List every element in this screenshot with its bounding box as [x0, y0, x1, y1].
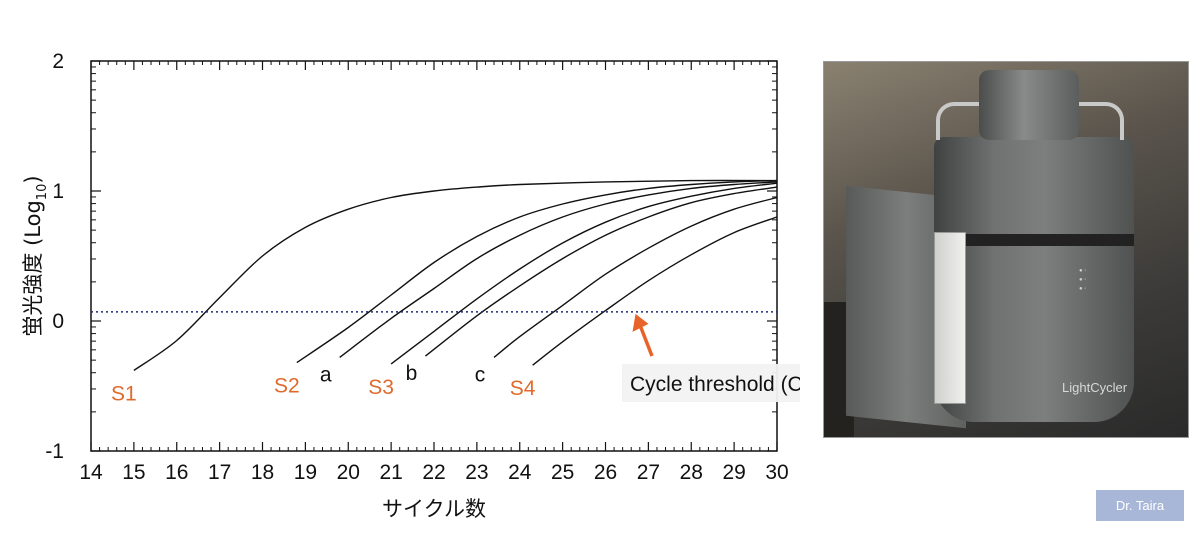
lightcycler-photo: ● ◦ ● ◦ ● ◦ LightCycler — [823, 61, 1189, 438]
y-tick-label: 1 — [52, 180, 64, 203]
photo-cylinder — [934, 137, 1134, 422]
curve-label: a — [320, 363, 332, 386]
x-axis-title: サイクル数 — [382, 497, 486, 521]
photo-brand-logo: LightCycler — [1062, 380, 1128, 395]
x-tick-label: 15 — [122, 461, 145, 484]
y-tick-label: 0 — [52, 310, 64, 333]
credit-badge: Dr. Taira — [1096, 490, 1184, 521]
x-tick-label: 23 — [465, 461, 488, 484]
x-tick-label: 24 — [508, 461, 532, 484]
curve-label: S1 — [111, 382, 137, 405]
y-tick-label: 2 — [52, 50, 64, 73]
annotation-box — [622, 364, 800, 402]
curve-label: S3 — [368, 376, 394, 399]
y-axis-title-end: ) — [21, 175, 45, 183]
photo-band — [934, 234, 1134, 246]
curve-label: b — [406, 362, 418, 385]
pcr-amplification-chart: 14 15 16 17 18 19 20 21 22 23 24 25 26 27 28 29 30210-1 … — [21, 50, 800, 521]
amplification-curve — [532, 216, 778, 366]
photo-indicator-leds: ● ◦ ● ◦ ● ◦ — [1079, 268, 1087, 292]
y-axis-title: 蛍光強度 (Log10) — [21, 175, 50, 336]
x-tick-label: 17 — [208, 461, 231, 484]
x-tick-label: 18 — [251, 461, 274, 484]
y-tick-label: -1 — [45, 440, 64, 463]
x-tick-label: 26 — [594, 461, 617, 484]
x-tick-label: 25 — [551, 461, 574, 484]
annotation-text: Cycle threshold (Ct) 値 — [630, 373, 800, 396]
amplification-curve — [133, 179, 778, 371]
y-axis-title-main: 蛍光強度 (Log — [21, 200, 45, 336]
annotation-arrow — [637, 323, 654, 357]
x-tick-label: 30 — [765, 461, 788, 484]
x-tick-label: 14 — [79, 461, 103, 484]
amplification-curve — [424, 186, 778, 357]
annotation-arrowhead — [632, 313, 649, 332]
x-tick-label: 21 — [379, 461, 402, 484]
curve-label: c — [475, 363, 486, 386]
photo-side-panel — [934, 232, 966, 404]
x-tick-label: 22 — [422, 461, 445, 484]
amplification-curve — [296, 179, 778, 364]
y-axis-title-sub: 10 — [35, 184, 50, 201]
amplification-curve — [339, 181, 778, 358]
x-tick-label: 20 — [337, 461, 360, 484]
photo-cap — [979, 70, 1079, 140]
x-tick-label: 29 — [722, 461, 745, 484]
x-tick-label: 16 — [165, 461, 188, 484]
amplification-curve — [493, 196, 778, 358]
curve-label: S4 — [510, 377, 536, 400]
x-tick-label: 28 — [680, 461, 703, 484]
curve-label: S2 — [274, 375, 300, 398]
x-tick-label: 19 — [294, 461, 317, 484]
amplification-curve — [390, 182, 778, 365]
x-tick-label: 27 — [637, 461, 660, 484]
